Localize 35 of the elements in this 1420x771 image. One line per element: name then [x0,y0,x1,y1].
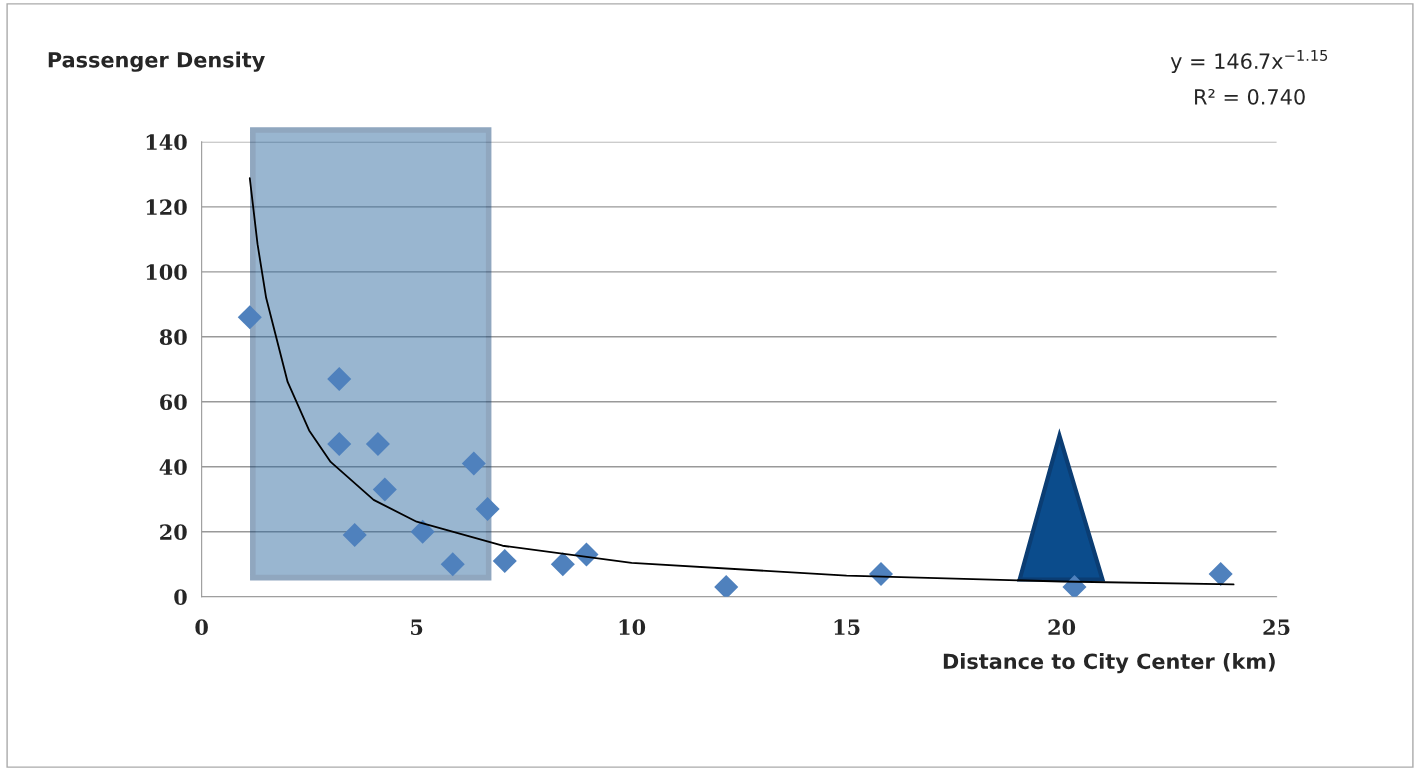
point [868,561,894,587]
x-tick-label: 10 [619,619,646,636]
x-tick-label: 25 [1263,619,1290,636]
point [492,548,517,574]
y-tick-label: 20 [160,524,187,540]
text: R² = 0.740 [1195,88,1305,105]
line-series [248,177,1235,586]
point [327,367,352,392]
x-axis-title: Distance to City Center (km) [943,653,1275,674]
point [440,552,465,577]
x-tick-label: 20 [1048,619,1076,636]
point [342,522,367,548]
point [1062,574,1087,597]
x-tick-label: 0 [195,619,208,636]
y-tick-label: 80 [159,329,187,346]
point [372,477,397,502]
point [475,497,500,522]
point [365,432,390,457]
point [550,552,575,577]
point [461,451,486,476]
y-tick-label: 120 [146,199,187,216]
y-tick-label: 140 [146,134,187,151]
y-tick-label: 100 [146,264,187,281]
x-tick-label: 5 [411,619,423,636]
y-tick-label: 40 [159,459,187,475]
point [410,519,435,544]
y-tick-label: 0 [174,589,187,605]
point [714,574,739,597]
text: y = 146.7x$^{−1.15}$ [1170,50,1328,74]
x-tick-label: 15 [834,619,860,636]
y-tick-label: 60 [160,394,187,411]
point [237,305,262,330]
point [327,432,352,457]
y-axis-title: Passenger Density [48,51,265,72]
point [1208,561,1233,587]
